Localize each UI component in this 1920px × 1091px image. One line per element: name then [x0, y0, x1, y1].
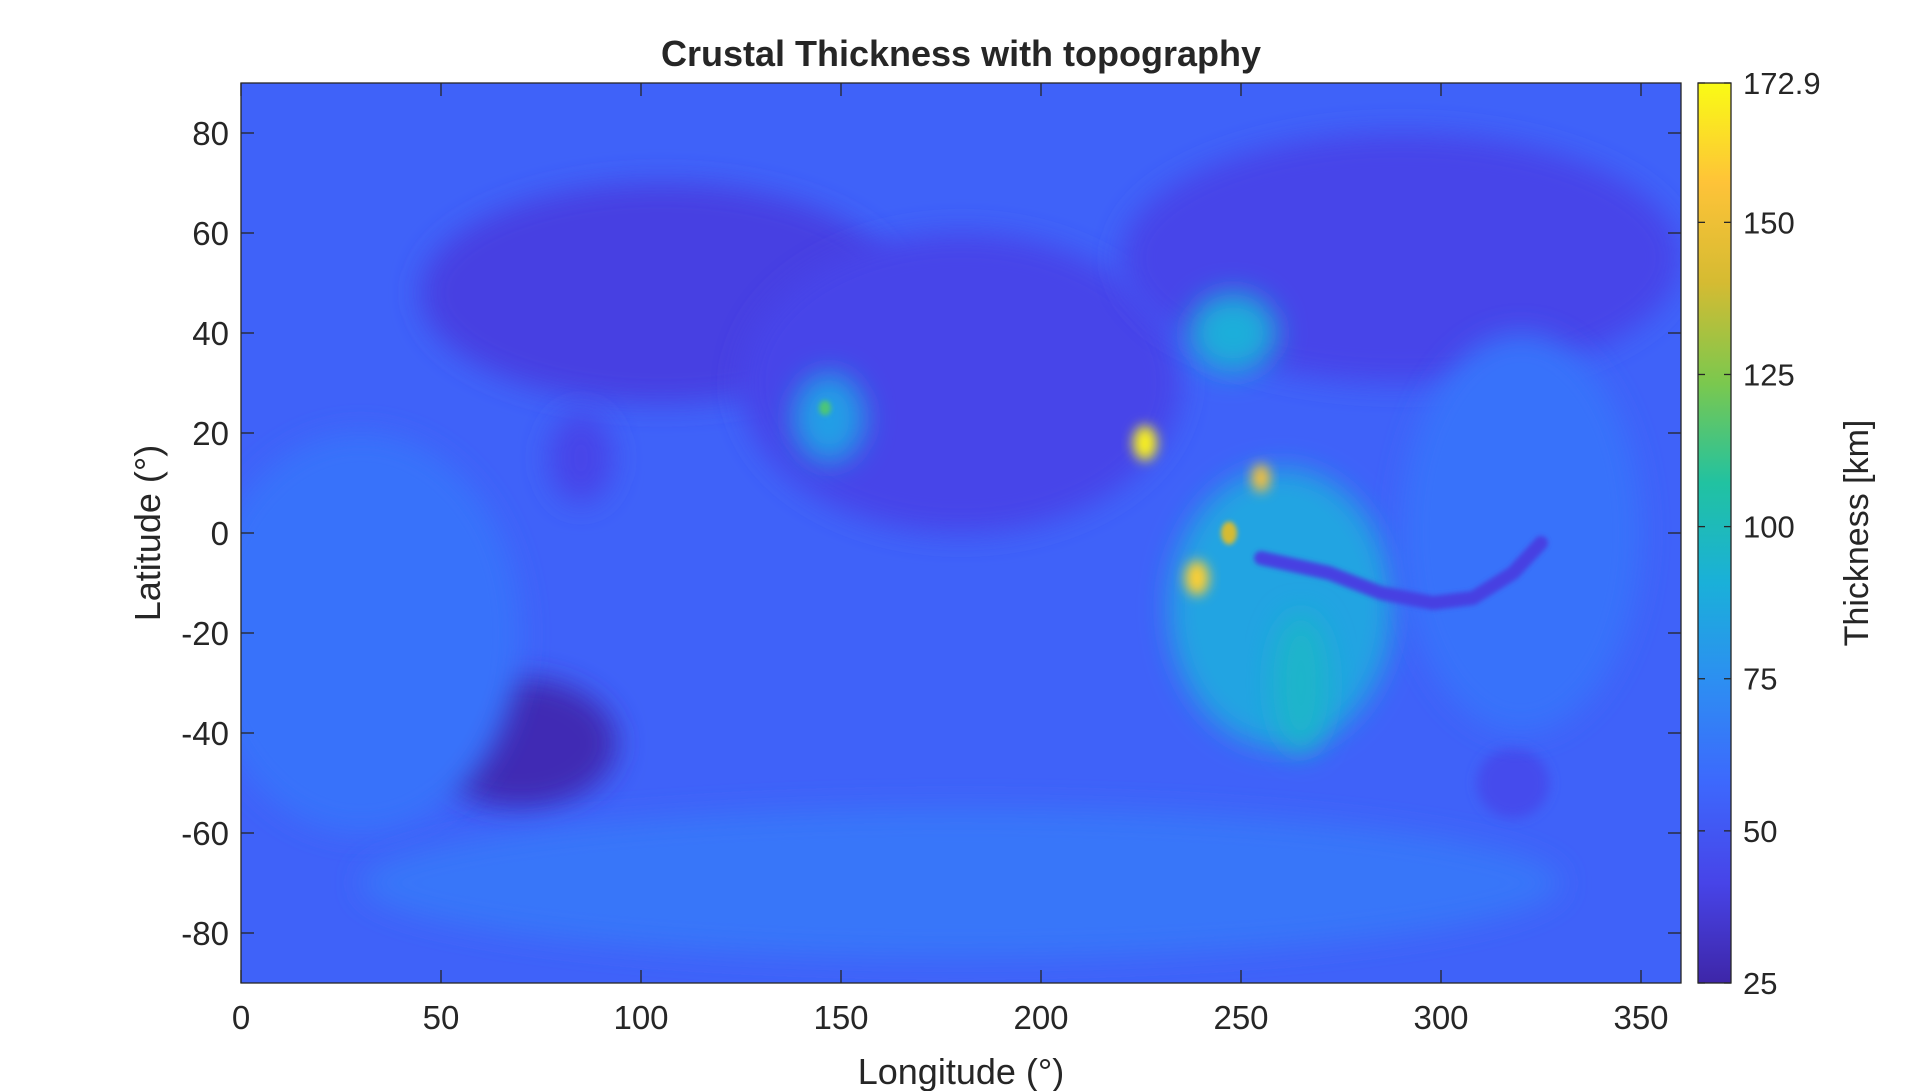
y-tick-label: -40	[181, 715, 229, 752]
x-tick-label: 100	[613, 999, 668, 1036]
colorbar-tick-label: 125	[1743, 357, 1795, 392]
heatmap-feature	[1401, 333, 1641, 733]
x-tick-label: 250	[1213, 999, 1268, 1036]
x-tick-label: 0	[232, 999, 250, 1036]
y-tick-label: -60	[181, 815, 229, 852]
y-axis-label: Latitude (°)	[127, 445, 168, 621]
heatmap-feature	[1221, 521, 1237, 545]
x-axis-label: Longitude (°)	[858, 1051, 1065, 1091]
y-tick-label: 0	[211, 515, 229, 552]
heatmap-feature	[549, 413, 613, 503]
x-axis-ticks: 0 50 100 150 200 250 300 350	[232, 83, 1669, 1036]
heatmap-feature	[1189, 293, 1277, 373]
heatmap-area	[241, 83, 1681, 983]
x-tick-label: 150	[813, 999, 868, 1036]
heatmap-features	[241, 133, 1681, 958]
heatmap-feature	[1251, 464, 1271, 492]
heatmap-feature	[1273, 613, 1329, 753]
y-tick-label: 40	[192, 315, 229, 352]
colorbar-tick-label: 25	[1743, 966, 1777, 1001]
chart-title: Crustal Thickness with topography	[661, 33, 1261, 74]
y-tick-label: 20	[192, 415, 229, 452]
colorbar-label: Thickness [km]	[1838, 420, 1876, 647]
x-tick-label: 50	[423, 999, 460, 1036]
y-axis-ticks: -80 -60 -40 -20 0 20 40 60 80	[181, 115, 1681, 952]
colorbar	[1697, 82, 1732, 984]
y-tick-label: -80	[181, 915, 229, 952]
colorbar-tick-label: 172.9	[1743, 66, 1821, 101]
heatmap-feature	[361, 808, 1561, 958]
y-tick-label: 80	[192, 115, 229, 152]
heatmap-feature	[741, 233, 1181, 533]
colorbar-tick-label: 50	[1743, 814, 1777, 849]
x-tick-label: 300	[1413, 999, 1468, 1036]
colorbar-tick-label: 100	[1743, 510, 1795, 545]
y-tick-label: 60	[192, 215, 229, 252]
heatmap-feature	[1477, 748, 1549, 818]
colorbar-tick-label: 150	[1743, 205, 1795, 240]
y-tick-label: -20	[181, 615, 229, 652]
colorbar-tick-label: 75	[1743, 662, 1777, 697]
heatmap-feature	[819, 400, 831, 416]
x-tick-label: 200	[1013, 999, 1068, 1036]
x-tick-label: 350	[1613, 999, 1668, 1036]
heatmap-feature	[1133, 425, 1157, 461]
colorbar-ticks: 25 50 75 100 125 150 172.9	[1698, 66, 1821, 1001]
heatmap-valley	[1254, 536, 1548, 610]
heatmap-feature	[793, 373, 865, 463]
heatmap-feature	[1185, 560, 1209, 596]
heatmap-feature	[241, 433, 521, 833]
